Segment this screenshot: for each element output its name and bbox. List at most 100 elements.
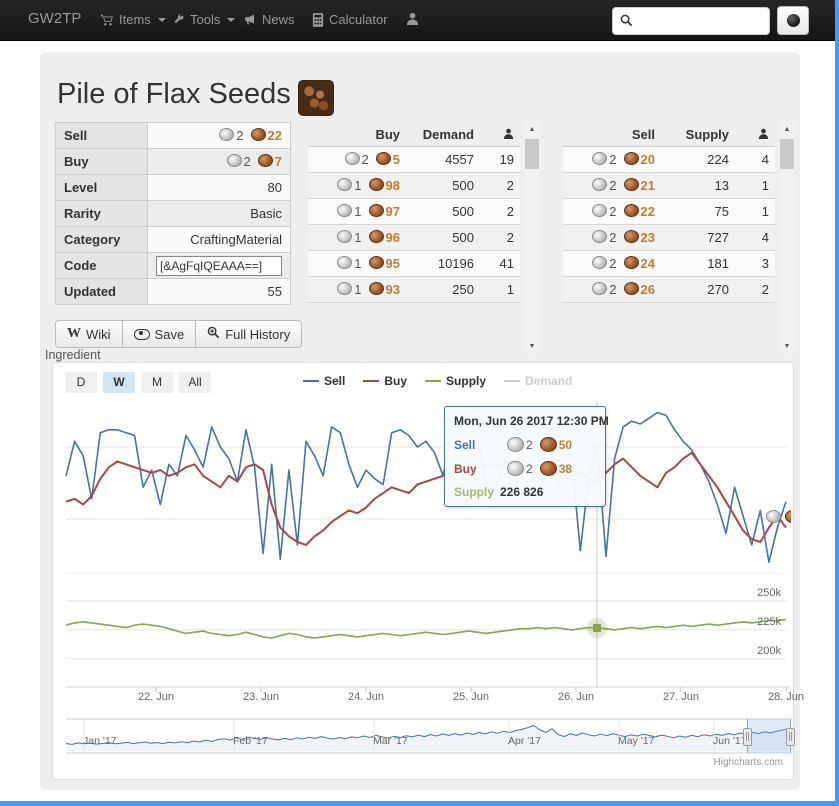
navigator-left-handle[interactable] (743, 728, 752, 746)
chart-plot[interactable] (53, 363, 793, 779)
scroll-up-icon[interactable]: ▲ (528, 126, 536, 133)
users-cell: 4 (735, 146, 775, 173)
table-row: 2 20 224 4 (563, 146, 775, 173)
nav-item-news[interactable]: News (243, 12, 295, 27)
highcharts-credits[interactable]: Highcharts.com (713, 757, 783, 768)
buy-table-scrollbar[interactable]: ▲ ▼ (524, 122, 540, 354)
range-button-m[interactable]: M (141, 372, 173, 393)
table-row: 1 96 500 2 (308, 224, 520, 251)
info-row: Updated 55 (55, 278, 291, 305)
legend-item-supply[interactable]: Supply (425, 374, 486, 388)
copper-coin-icon (375, 152, 391, 165)
quantity-cell: 250 (406, 276, 480, 303)
chat-code-input[interactable] (156, 255, 282, 276)
silver-coin-icon (592, 178, 608, 191)
axis-label: 200k (757, 644, 781, 657)
copper-coin-icon (257, 154, 273, 167)
axis-label: 250k (757, 586, 781, 599)
range-button-d[interactable]: D (65, 372, 97, 393)
info-row: Category CraftingMaterial (55, 226, 291, 253)
scroll-up-icon[interactable]: ▲ (783, 126, 791, 133)
silver-coin-icon (766, 510, 781, 523)
table-row: 2 5 4557 19 (308, 146, 520, 173)
search-input[interactable] (637, 9, 767, 33)
copper-coin-icon (539, 461, 557, 476)
silver-coin-icon (592, 230, 608, 243)
capture-border (835, 0, 839, 806)
axis-label: Jun '17 (713, 735, 747, 747)
nav-item-account[interactable] (406, 12, 419, 25)
silver-coin-icon (507, 437, 524, 452)
nav-item-label: Calculator (329, 12, 388, 27)
tooltip-supply-row: Supply 226 826 (454, 485, 544, 499)
info-row: Sell 2 22 (55, 122, 291, 149)
info-value: 55 (147, 278, 291, 305)
copper-coin-icon (785, 510, 791, 523)
globe-icon (786, 14, 800, 27)
legend-item-sell[interactable]: Sell (303, 374, 345, 388)
legend-item-buy[interactable]: Buy (363, 374, 407, 388)
page-title: Pile of Flax Seeds (57, 78, 291, 110)
column-header: Supply (661, 122, 735, 147)
silver-coin-icon (219, 128, 235, 141)
nav-item-label: Tools (190, 12, 221, 27)
copper-coin-icon (623, 256, 639, 269)
silver-coin-icon (337, 204, 353, 217)
copper-coin-icon (623, 152, 639, 165)
chart-card: D W M All Sell Buy Supply Demand Mon, Jun 26 2… (52, 362, 804, 780)
range-button-all[interactable]: All (179, 372, 211, 393)
quantity-cell: 181 (661, 250, 735, 277)
capture-border (0, 801, 839, 806)
price-cell: 2 20 (563, 146, 661, 173)
scroll-down-icon[interactable]: ▼ (528, 343, 536, 350)
silver-coin-icon (592, 152, 608, 165)
scrollbar-thumb[interactable] (780, 139, 794, 169)
axis-label: 22. Jun (137, 691, 175, 703)
table-row: 2 22 75 1 (563, 198, 775, 225)
quantity-cell: 75 (661, 198, 735, 225)
brand-logo[interactable]: GW2TP (28, 10, 82, 27)
nav-item-label: News (262, 12, 295, 27)
users-cell: 1 (480, 276, 520, 303)
table-row: 1 98 500 2 (308, 172, 520, 199)
price-cell: 1 96 (308, 224, 406, 251)
buy-orders-table: Buy Demand 2 5 4557 19 1 98 500 2 1 97 500 2 1 96 500 2… (308, 122, 520, 303)
copper-coin-icon (368, 204, 384, 217)
range-button-w[interactable]: W (103, 372, 135, 393)
axis-label: 25. Jun (452, 691, 490, 703)
users-cell: 19 (480, 146, 520, 173)
ingredient-label: Ingredient (45, 348, 101, 362)
legend-item-demand[interactable]: Demand (504, 374, 572, 388)
silver-coin-icon (507, 461, 524, 476)
nav-item-calculator[interactable]: Calculator (312, 12, 388, 27)
scroll-down-icon[interactable]: ▼ (783, 343, 791, 350)
info-value (147, 252, 291, 279)
info-value: Basic (147, 200, 291, 227)
copper-coin-icon (539, 437, 557, 452)
save-button[interactable]: Save (122, 320, 197, 348)
wiki-button[interactable]: W Wiki (55, 320, 123, 348)
wrench-icon (172, 13, 185, 26)
table-row: 2 26 270 2 (563, 276, 775, 303)
calculator-icon (312, 12, 324, 27)
table-row: 1 97 500 2 (308, 198, 520, 225)
legend-dash-icon (425, 379, 442, 383)
silver-coin-icon (337, 282, 353, 295)
full-history-button[interactable]: Full History (196, 320, 303, 348)
cart-icon (100, 13, 114, 27)
navigator-right-handle[interactable] (786, 728, 795, 746)
legend-dash-icon (363, 379, 380, 383)
scrollbar-thumb[interactable] (525, 139, 539, 169)
tooltip-date: Mon, Jun 26 2017 12:30 PM (454, 414, 609, 428)
nav-item-tools[interactable]: Tools (172, 12, 236, 27)
sell-table-scrollbar[interactable]: ▲ ▼ (779, 122, 795, 354)
quantity-cell: 10196 (406, 250, 480, 277)
price-cell: 2 21 (563, 172, 661, 199)
chart-legend: Sell Buy Supply Demand (303, 374, 572, 388)
chevron-down-icon (227, 17, 236, 22)
globe-button[interactable] (777, 6, 809, 35)
price-cell: 1 93 (308, 276, 406, 303)
nav-item-items[interactable]: Items (100, 12, 166, 27)
